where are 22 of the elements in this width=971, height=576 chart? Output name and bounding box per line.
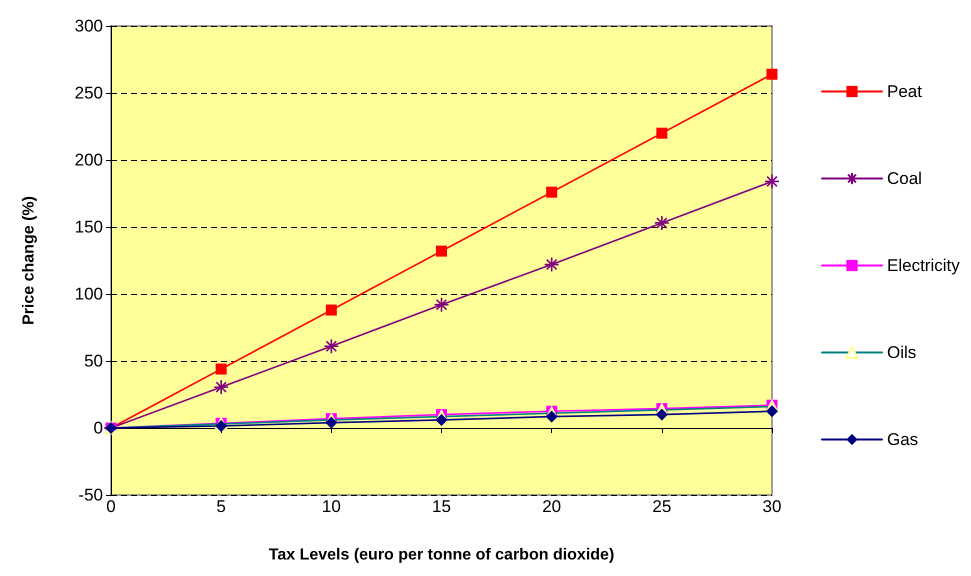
x-tick-label: 30 bbox=[762, 497, 782, 516]
y-tick-label: 250 bbox=[74, 84, 103, 102]
y-axis-title: Price change (%) bbox=[20, 196, 38, 325]
legend-label: Oils bbox=[887, 343, 916, 362]
y-tick-label: 50 bbox=[84, 352, 103, 370]
x-tick-label: 0 bbox=[106, 497, 116, 516]
y-tick-label: 200 bbox=[74, 150, 103, 170]
y-tick-label: -50 bbox=[78, 486, 103, 504]
y-tick-label: 100 bbox=[74, 284, 103, 304]
x-axis-title: Tax Levels (euro per tonne of carbon dioxide) bbox=[268, 546, 614, 564]
x-tick-label: 20 bbox=[542, 497, 562, 516]
legend-label: Gas bbox=[887, 430, 918, 449]
y-tick-label: 150 bbox=[74, 218, 103, 236]
x-tick-label: 25 bbox=[652, 497, 672, 516]
y-tick-label: 0 bbox=[94, 418, 103, 438]
y-tick-label: 300 bbox=[74, 16, 103, 36]
x-tick-label: 5 bbox=[216, 497, 226, 516]
legend-label: Peat bbox=[887, 82, 922, 101]
x-tick-label: 15 bbox=[432, 497, 451, 516]
x-tick-label: 10 bbox=[322, 497, 341, 516]
legend-label: Electricity bbox=[887, 256, 960, 275]
legend-label: Coal bbox=[887, 169, 922, 188]
